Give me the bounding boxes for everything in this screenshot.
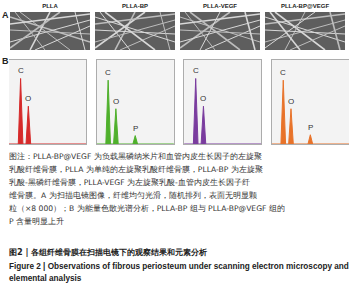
html-text:乳酸-黑磷纤维骨膜，PLLA-VEGF 为左旋聚乳酸-血管内: 乳酸-黑磷纤维骨膜，PLLA-VEGF 为左旋聚乳酸-血管内皮生长因子纤 [9, 178, 250, 187]
html-text:PLLA: PLLA [42, 3, 58, 9]
html-text:粒（×8 000）；B 为能量色散光谱分析，PLLA-BP: 粒（×8 000）；B 为能量色散光谱分析，PLLA-BP 组与 PLLA-BP… [9, 204, 285, 213]
svg-text:O: O [200, 94, 206, 103]
html-text:PLLA-BP@VEGF: PLLA-BP@VEGF [280, 3, 330, 9]
svg-text:O: O [113, 97, 119, 106]
svg-text:C: C [18, 66, 24, 75]
html-text:乳酸纤维骨膜，PLLA 为单纯的左旋聚乳酸纤维骨膜，PLLA: 乳酸纤维骨膜，PLLA 为单纯的左旋聚乳酸纤维骨膜，PLLA-BP 为左旋聚 [9, 165, 263, 174]
html-text:P 含量明显上升: P 含量明显上升 [9, 217, 64, 226]
svg-text:C: C [280, 68, 286, 77]
html-text:Figure 2 | Observations of fib: Figure 2 | Observations of fibrous perio… [9, 262, 349, 283]
html-text:A: A [2, 10, 9, 20]
svg-text:C: C [105, 68, 111, 77]
html-text:PLLA-VEGF: PLLA-VEGF [203, 3, 237, 9]
html-text:图2 | 各组纤维骨膜在扫描电镜下的观察结果和元素分析: 图2 | 各组纤维骨膜在扫描电镜下的观察结果和元素分析 [9, 247, 208, 257]
html-text:PLLA-BP: PLLA-BP [122, 3, 148, 9]
html-text:B: B [2, 56, 9, 66]
svg-text:P: P [308, 123, 313, 132]
svg-text:O: O [25, 94, 31, 103]
html-text:维骨膜。A 为扫描电镜图像，纤维均匀光滑，随机排列，表面无明: 维骨膜。A 为扫描电镜图像，纤维均匀光滑，随机排列，表面无明显颗 [9, 191, 257, 200]
html-text:图注：PLLA-BP@VEGF 为负载黑磷纳米片和血管内皮生: 图注：PLLA-BP@VEGF 为负载黑磷纳米片和血管内皮生长因子的左旋聚 [9, 152, 262, 161]
svg-text:C: C [193, 66, 199, 75]
svg-text:P: P [133, 124, 138, 133]
svg-text:O: O [288, 97, 294, 106]
